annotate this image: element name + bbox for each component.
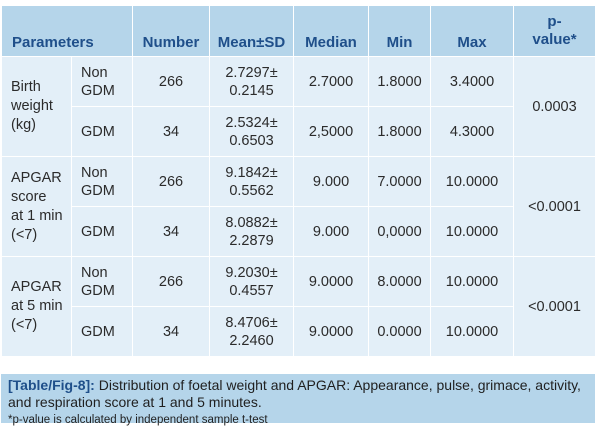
mean-value: 8.0882±	[225, 214, 278, 231]
parameter-line: (<7)	[11, 317, 38, 333]
parameter-line: at 5 min	[11, 298, 63, 314]
mean-sd-cell: 9.2030± 0.4557	[209, 256, 295, 307]
table-row: GDM 34 2.5324± 0.6503 2,5000 1.8000 4.30…	[2, 106, 596, 157]
table-caption: [Table/Fig-8]: Distribution of foetal we…	[1, 374, 595, 426]
caption-tag: [Table/Fig-8]:	[8, 377, 95, 393]
parameter-cell-birth-weight: Birth weight (kg)	[1, 56, 72, 157]
parameter-line: APGAR	[11, 279, 62, 295]
caption-footnote: *p-value is calculated by independent sa…	[8, 414, 268, 426]
mean-value: 2.7297±	[225, 64, 278, 81]
header-mean-sd: Mean±SD	[209, 5, 295, 57]
data-table: Parameters Number Mean±SD Median Min Max…	[0, 5, 597, 357]
mean-sd-cell: 2.7297± 0.2145	[209, 56, 295, 107]
parameter-line: APGAR	[11, 169, 62, 186]
mean-sd-cell: 2.5324± 0.6503	[209, 106, 295, 157]
max-cell: 10.0000	[430, 156, 515, 207]
group-line: GDM	[81, 182, 115, 199]
table-row: GDM 34 8.4706± 2.2460 9.0000 0.0000 10.0…	[2, 306, 596, 357]
min-cell: 1.8000	[368, 106, 432, 157]
group-line: GDM	[81, 223, 115, 240]
number-cell: 34	[132, 206, 211, 257]
number-cell: 266	[132, 156, 211, 207]
group-line: Non	[81, 164, 108, 181]
number-cell: 266	[132, 56, 211, 107]
sd-value: 2.2460	[229, 332, 274, 349]
sd-value: 0.5562	[229, 182, 274, 199]
group-cell: GDM	[70, 306, 134, 357]
header-min: Min	[368, 5, 432, 57]
median-cell: 9.0000	[293, 256, 370, 307]
group-line: GDM	[81, 123, 115, 140]
number-cell: 34	[132, 106, 211, 157]
mean-value: 9.1842±	[225, 164, 278, 181]
max-cell: 4.3000	[430, 106, 515, 157]
parameter-line: weight	[11, 98, 53, 114]
parameter-line: (<7)	[11, 226, 38, 243]
header-p-value-line1: p-	[547, 13, 562, 30]
group-line: Non	[81, 264, 108, 281]
header-parameters: Parameters	[0, 5, 134, 57]
group-line: GDM	[81, 323, 115, 340]
p-value-cell: <0.0001	[513, 156, 597, 257]
min-cell: 8.0000	[368, 256, 432, 307]
caption-text: Distribution of foetal weight and APGAR:…	[8, 377, 581, 410]
group-cell: Non GDM	[70, 256, 134, 307]
sd-value: 0.4557	[229, 282, 274, 299]
caption-text-block: [Table/Fig-8]: Distribution of foetal we…	[8, 377, 588, 411]
table-row: Birth weight (kg) Non GDM 266 2.7297± 0.…	[1, 56, 597, 157]
group-line: Non	[81, 64, 108, 81]
mean-value: 2.5324±	[225, 114, 278, 131]
mean-sd-cell: 8.0882± 2.2879	[209, 206, 295, 257]
parameter-cell-apgar-5-min: APGAR at 5 min (<7)	[1, 256, 72, 357]
group-cell: GDM	[70, 106, 134, 157]
parameter-line: score	[11, 188, 47, 205]
sd-value: 0.2145	[229, 82, 274, 99]
group-cell: Non GDM	[70, 156, 134, 207]
group-line: GDM	[81, 282, 115, 299]
header-median: Median	[293, 5, 370, 57]
p-value-cell: 0.0003	[513, 56, 597, 157]
mean-sd-cell: 8.4706± 2.2460	[209, 306, 295, 357]
parameter-line: (kg)	[11, 117, 36, 133]
table-row: APGAR at 5 min (<7) Non GDM 266 9.2030± …	[1, 256, 597, 357]
number-cell: 266	[132, 256, 211, 307]
sd-value: 0.6503	[229, 132, 274, 149]
max-cell: 10.0000	[430, 306, 515, 357]
header-p-value: p- value*	[513, 5, 597, 57]
number-cell: 34	[132, 306, 211, 357]
header-max: Max	[430, 5, 515, 57]
median-cell: 9.000	[293, 206, 370, 257]
median-cell: 9.000	[293, 156, 370, 207]
group-cell: Non GDM	[70, 56, 134, 107]
min-cell: 0.0000	[368, 306, 432, 357]
parameter-cell-apgar-1-min: APGAR score at 1 min (<7)	[1, 156, 72, 257]
table-row: APGAR score at 1 min (<7) Non GDM 266 9.…	[1, 156, 597, 257]
p-value-cell: <0.0001	[513, 256, 597, 357]
mean-value: 9.2030±	[225, 264, 278, 281]
max-cell: 10.0000	[430, 206, 515, 257]
median-cell: 2,5000	[293, 106, 370, 157]
mean-sd-cell: 9.1842± 0.5562	[209, 156, 295, 207]
parameter-line: at 1 min	[11, 207, 63, 224]
group-cell: GDM	[70, 206, 134, 257]
sd-value: 2.2879	[229, 232, 274, 249]
median-cell: 2.7000	[293, 56, 370, 107]
table-row: GDM 34 8.0882± 2.2879 9.000 0,0000 10.00…	[2, 206, 596, 257]
header-row: Parameters Number Mean±SD Median Min Max…	[0, 5, 597, 57]
min-cell: 7.0000	[368, 156, 432, 207]
parameter-line: Birth	[11, 79, 41, 95]
header-number: Number	[132, 5, 211, 57]
max-cell: 10.0000	[430, 256, 515, 307]
group-line: GDM	[81, 82, 115, 99]
min-cell: 0,0000	[368, 206, 432, 257]
median-cell: 9.0000	[293, 306, 370, 357]
max-cell: 3.4000	[430, 56, 515, 107]
header-p-value-line2: value*	[532, 31, 577, 48]
min-cell: 1.8000	[368, 56, 432, 107]
mean-value: 8.4706±	[225, 314, 278, 331]
